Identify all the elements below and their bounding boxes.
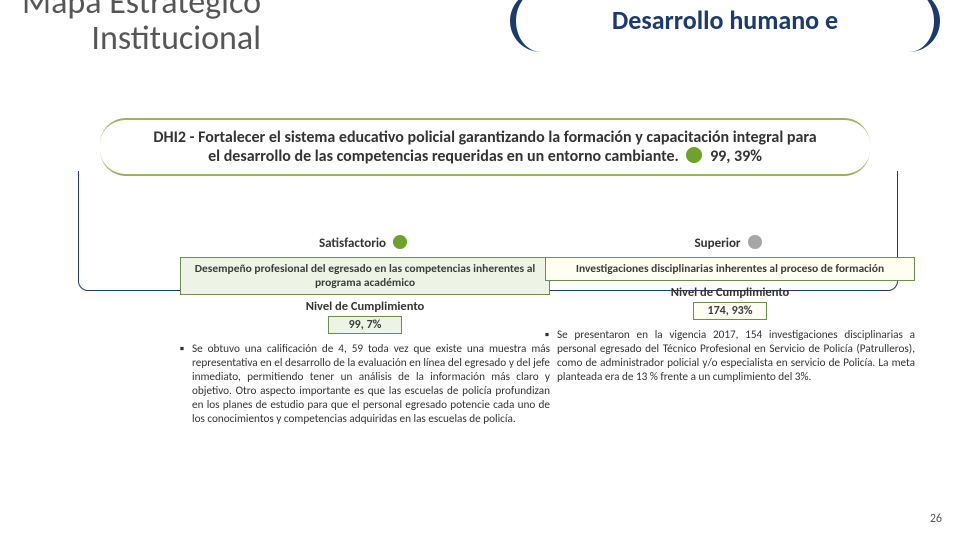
- category-pill-text: Desarrollo humano e: [612, 7, 838, 34]
- objective-pill: DHI2 - Fortalecer el sistema educativo p…: [100, 118, 870, 176]
- objective-dot-icon: [686, 147, 702, 163]
- bullet-left: ▪ Se obtuvo una calificación de 4, 59 to…: [180, 342, 550, 426]
- title-line2: Institucional: [91, 18, 261, 59]
- status-label-right: Superior: [545, 235, 915, 251]
- level-label-right: Nivel de Cumplimiento: [545, 285, 915, 300]
- level-label-left: Nivel de Cumplimiento: [180, 299, 550, 314]
- bullet-text-right: Se presentaron en la vigencia 2017, 154 …: [557, 328, 915, 384]
- status-label-left: Satisfactorio: [180, 235, 550, 251]
- status-dot-icon-left: [393, 235, 407, 249]
- bullet-marker-icon: ▪: [545, 328, 557, 384]
- indicator-box-left: Desempeño profesional del egresado en la…: [180, 257, 550, 295]
- indicator-box-right: Investigaciones disciplinarias inherente…: [545, 257, 915, 281]
- bullet-marker-icon: ▪: [180, 342, 192, 426]
- page-number: 26: [930, 512, 942, 526]
- status-text-left: Satisfactorio: [319, 236, 386, 251]
- indicator-left: Satisfactorio Desempeño profesional del …: [180, 235, 550, 426]
- pct-box-left: 99, 7%: [328, 316, 402, 334]
- indicator-right: Superior Investigaciones disciplinarias …: [545, 235, 915, 384]
- objective-pct: 99, 39%: [710, 147, 762, 166]
- status-dot-icon-right: [748, 235, 762, 249]
- status-text-right: Superior: [694, 236, 740, 251]
- bullet-right: ▪ Se presentaron en la vigencia 2017, 15…: [545, 328, 915, 384]
- bullet-text-left: Se obtuvo una calificación de 4, 59 toda…: [192, 342, 550, 426]
- slide-title: Mapa Estratégico Institucional: [22, 0, 261, 56]
- category-pill: Desarrollo humano e: [510, 0, 940, 52]
- pct-box-right: 174, 93%: [693, 302, 767, 320]
